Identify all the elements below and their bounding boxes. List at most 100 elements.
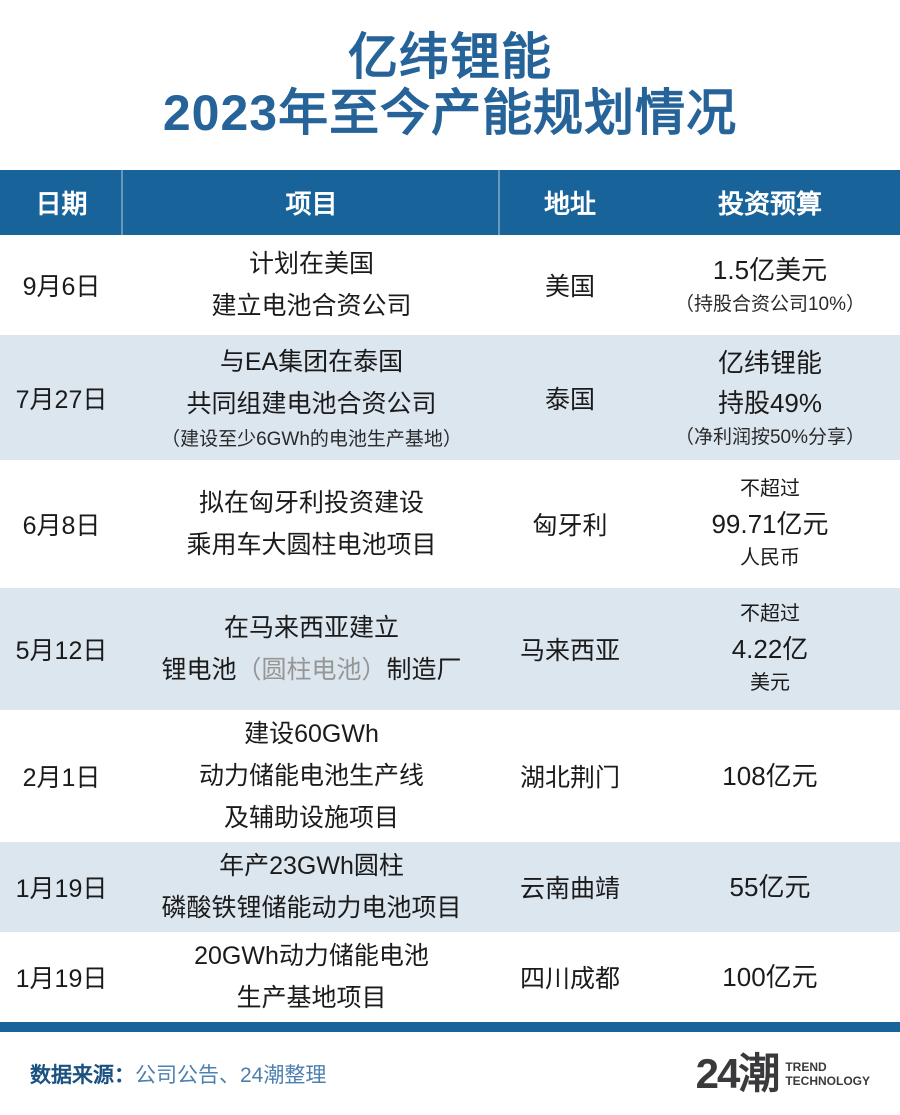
header-budget: 投资预算 — [717, 189, 822, 219]
budget-prefix: 不超过 — [740, 478, 800, 500]
project-line: 磷酸铁锂储能动力电池项目 — [161, 894, 462, 922]
project-line: 建设60GWh — [244, 720, 379, 748]
cell-project: 年产23GWh圆柱 磷酸铁锂储能动力电池项目 — [123, 842, 500, 932]
data-source-text: 公司公告、24潮整理 — [135, 1063, 327, 1087]
budget-main: 4.22亿 — [731, 634, 809, 664]
address-value: 马来西亚 — [519, 637, 620, 665]
budget-note: （净利润按50%分享） — [674, 426, 866, 448]
cell-budget: 100亿元 — [640, 932, 900, 1022]
data-source: 数据来源：公司公告、24潮整理 — [30, 1059, 326, 1089]
budget-main: 100亿元 — [722, 962, 818, 992]
budget-note: （持股合资公司10%） — [674, 294, 866, 315]
project-line: 乘用车大圆柱电池项目 — [186, 531, 437, 559]
date-value: 1月19日 — [15, 875, 108, 903]
project-line: 年产23GWh圆柱 — [219, 852, 404, 880]
budget-main: 1.5亿美元 — [712, 255, 828, 285]
table-row: 5月12日 在马来西亚建立 锂电池（圆柱电池）制造厂 马来西亚 不超过 4.22… — [0, 588, 900, 710]
page-title: 亿纬锂能 2023年至今产能规划情况 — [0, 0, 900, 170]
logo-subtitle-line1: TREND — [785, 1059, 827, 1074]
project-line: 锂电池（圆柱电池）制造厂 — [161, 649, 461, 691]
budget-main: 108亿元 — [722, 761, 818, 791]
project-line: 20GWh动力储能电池 — [194, 942, 429, 970]
footer-divider-bar — [0, 1022, 900, 1032]
budget-main: 99.71亿元 — [711, 509, 829, 539]
project-note: （建设至少6GWh的电池生产基地） — [161, 428, 462, 450]
project-line: 在马来西亚建立 — [223, 614, 399, 642]
cell-address: 湖北荆门 — [500, 710, 640, 842]
project-line: 动力储能电池生产线 — [198, 762, 424, 790]
cell-project: 20GWh动力储能电池 生产基地项目 — [123, 932, 500, 1022]
cell-address: 云南曲靖 — [500, 842, 640, 932]
cell-project: 计划在美国 建立电池合资公司 — [123, 235, 500, 335]
title-line-1: 亿纬锂能 — [348, 29, 552, 85]
header-address: 地址 — [543, 189, 596, 219]
cell-date: 2月1日 — [0, 710, 123, 842]
cell-project: 建设60GWh 动力储能电池生产线 及辅助设施项目 — [123, 710, 500, 842]
budget-prefix: 不超过 — [740, 603, 800, 625]
logo-wordmark: 24潮 — [695, 1049, 781, 1097]
project-line: 计划在美国 — [248, 250, 374, 278]
cell-budget: 亿纬锂能 持股49% （净利润按50%分享） — [640, 335, 900, 460]
project-line: 生产基地项目 — [236, 984, 387, 1012]
cell-date: 9月6日 — [0, 235, 123, 335]
title-line-2: 2023年至今产能规划情况 — [162, 85, 738, 141]
cell-address: 美国 — [500, 235, 640, 335]
budget-main: 55亿元 — [729, 872, 811, 902]
header-project: 项目 — [123, 170, 500, 235]
date-value: 1月19日 — [15, 965, 108, 993]
table-row: 9月6日 计划在美国 建立电池合资公司 美国 1.5亿美元 （持股合资公司10%… — [0, 235, 900, 335]
cell-budget: 不超过 4.22亿 美元 — [640, 588, 900, 710]
project-segment-muted: （圆柱电池） — [236, 656, 387, 684]
project-segment: 制造厂 — [386, 656, 462, 684]
budget-main: 亿纬锂能 — [717, 347, 822, 378]
project-line: 及辅助设施项目 — [223, 804, 399, 832]
project-line: 建立电池合资公司 — [211, 292, 412, 320]
project-segment: 锂电池 — [161, 656, 237, 684]
logo-subtitle: TREND TECHNOLOGY — [785, 1060, 870, 1088]
date-value: 5月12日 — [15, 637, 108, 665]
cell-date: 5月12日 — [0, 588, 123, 710]
address-value: 匈牙利 — [532, 512, 608, 540]
logo-24trend: 24潮 TREND TECHNOLOGY — [695, 1049, 870, 1097]
cell-address: 四川成都 — [500, 932, 640, 1022]
header-date: 日期 — [0, 170, 123, 235]
table-row: 6月8日 拟在匈牙利投资建设 乘用车大圆柱电池项目 匈牙利 不超过 99.71亿… — [0, 460, 900, 588]
cell-project: 拟在匈牙利投资建设 乘用车大圆柱电池项目 — [123, 460, 500, 588]
budget-suffix: 人民币 — [740, 547, 800, 569]
table-row: 7月27日 与EA集团在泰国 共同组建电池合资公司 （建设至少6GWh的电池生产… — [0, 335, 900, 460]
cell-address: 匈牙利 — [500, 460, 640, 588]
date-value: 2月1日 — [22, 764, 101, 792]
project-line: 拟在匈牙利投资建设 — [198, 489, 424, 517]
address-value: 云南曲靖 — [519, 875, 620, 903]
table-row: 2月1日 建设60GWh 动力储能电池生产线 及辅助设施项目 湖北荆门 108亿… — [0, 710, 900, 842]
budget-suffix: 美元 — [750, 672, 790, 694]
cell-date: 1月19日 — [0, 932, 123, 1022]
footer: 数据来源：公司公告、24潮整理 24潮 TREND TECHNOLOGY — [0, 1032, 900, 1115]
cell-address: 马来西亚 — [500, 588, 640, 710]
cell-budget: 不超过 99.71亿元 人民币 — [640, 460, 900, 588]
cell-address: 泰国 — [500, 335, 640, 460]
address-value: 美国 — [544, 273, 595, 301]
table-header-row: 日期 项目 地址 投资预算 — [0, 170, 900, 235]
data-source-label: 数据来源： — [30, 1063, 135, 1087]
date-value: 9月6日 — [22, 273, 101, 301]
project-line: 共同组建电池合资公司 — [186, 389, 437, 418]
cell-date: 1月19日 — [0, 842, 123, 932]
project-line: 与EA集团在泰国 — [219, 347, 404, 376]
address-value: 湖北荆门 — [519, 764, 620, 792]
address-value: 四川成都 — [519, 965, 620, 993]
date-value: 6月8日 — [22, 512, 101, 540]
budget-main: 持股49% — [717, 387, 823, 418]
cell-project: 与EA集团在泰国 共同组建电池合资公司 （建设至少6GWh的电池生产基地） — [123, 335, 500, 460]
cell-budget: 1.5亿美元 （持股合资公司10%） — [640, 235, 900, 335]
address-value: 泰国 — [544, 385, 595, 414]
cell-date: 7月27日 — [0, 335, 123, 460]
cell-project: 在马来西亚建立 锂电池（圆柱电池）制造厂 — [123, 588, 500, 710]
table-row: 1月19日 20GWh动力储能电池 生产基地项目 四川成都 100亿元 — [0, 932, 900, 1022]
table-row: 1月19日 年产23GWh圆柱 磷酸铁锂储能动力电池项目 云南曲靖 55亿元 — [0, 842, 900, 932]
cell-budget: 55亿元 — [640, 842, 900, 932]
cell-budget: 108亿元 — [640, 710, 900, 842]
date-value: 7月27日 — [15, 385, 108, 414]
cell-date: 6月8日 — [0, 460, 123, 588]
